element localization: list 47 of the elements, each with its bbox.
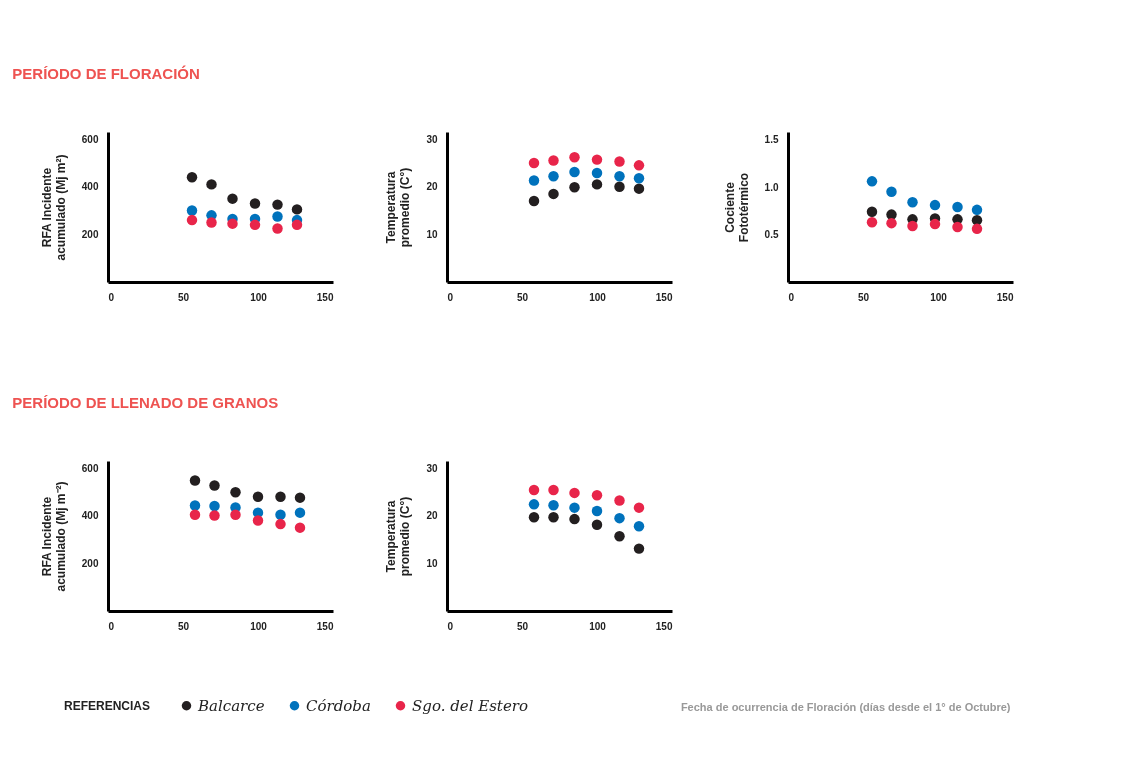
x-tick-label: 50 [177, 291, 190, 303]
legend-label: Balcarce [197, 696, 265, 715]
y-tick-label: 600 [81, 462, 99, 474]
y-axis-title: Temperatura promedio (C°) [384, 167, 413, 248]
x-tick-label: 0 [447, 291, 454, 303]
y-axis-title: RFA Incidente acumulado (Mj m²) [39, 154, 68, 261]
x-tick-label: 0 [108, 291, 115, 303]
y-axis-title: Cociente Fototérmico [722, 172, 751, 243]
x-tick-label: 50 [516, 291, 529, 303]
x-tick-label: 100 [589, 291, 607, 303]
x-tick-label: 100 [250, 620, 268, 632]
x-tick-label: 0 [108, 620, 115, 632]
y-tick-label: 1.0 [764, 181, 779, 193]
y-axis-title: RFA Incidente acumulado (Mj m⁻²) [39, 481, 68, 592]
x-tick-label: 0 [788, 291, 795, 303]
x-tick-label: 50 [857, 291, 870, 303]
y-tick-label: 1.5 [764, 134, 779, 146]
y-tick-label: 200 [81, 228, 99, 240]
legend-label: Sgo. del Estero [412, 696, 528, 715]
y-tick-label: 10 [426, 557, 438, 569]
y-tick-label: 200 [81, 557, 99, 569]
y-tick-label: 400 [81, 181, 99, 193]
y-tick-label: 20 [426, 510, 438, 522]
y-axis-title: Temperatura promedio (C°) [384, 496, 413, 577]
y-tick-label: 0.5 [764, 229, 779, 241]
chart-title: PERÍODO DE LLENADO DE GRANOS [12, 394, 279, 411]
x-axis-title: Fecha de ocurrencia de Floración (días desde el 1° de Octubre) [680, 700, 1011, 713]
x-tick-label: 0 [447, 620, 454, 632]
x-tick-label: 150 [316, 620, 334, 632]
y-tick-label: 400 [81, 510, 99, 522]
legend-label: Córdoba [306, 696, 371, 715]
x-tick-label: 50 [516, 620, 529, 632]
x-tick-label: 100 [930, 291, 948, 303]
legend-title: REFERENCIAS [64, 699, 151, 713]
x-tick-label: 150 [316, 291, 334, 303]
x-tick-label: 150 [655, 291, 673, 303]
y-tick-label: 10 [426, 228, 438, 240]
x-tick-label: 50 [177, 620, 190, 632]
x-tick-label: 100 [589, 620, 607, 632]
x-tick-label: 150 [996, 291, 1014, 303]
y-tick-label: 600 [81, 133, 99, 145]
x-tick-label: 100 [250, 291, 268, 303]
y-tick-label: 20 [426, 181, 438, 193]
x-tick-label: 150 [655, 620, 673, 632]
y-tick-label: 30 [426, 462, 438, 474]
chart-title: PERÍODO DE FLORACIÓN [12, 65, 200, 82]
y-tick-label: 30 [426, 133, 438, 145]
